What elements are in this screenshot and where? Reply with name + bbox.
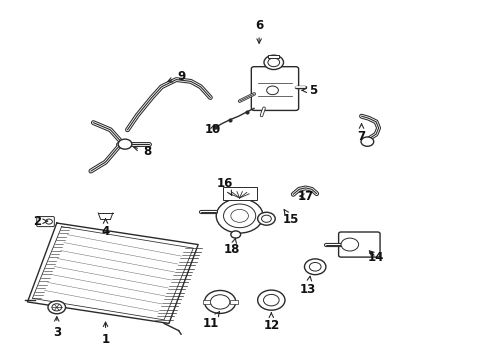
Circle shape xyxy=(204,291,235,314)
Text: 17: 17 xyxy=(297,190,313,203)
Text: 4: 4 xyxy=(101,219,109,238)
Circle shape xyxy=(266,86,278,95)
Text: 15: 15 xyxy=(282,210,298,226)
Text: 16: 16 xyxy=(216,177,233,195)
Text: 11: 11 xyxy=(202,312,219,330)
Bar xyxy=(229,300,237,304)
Bar xyxy=(222,187,256,200)
Circle shape xyxy=(257,290,285,310)
Text: 8: 8 xyxy=(134,145,151,158)
Text: 10: 10 xyxy=(204,123,221,136)
Text: 13: 13 xyxy=(299,276,315,296)
Circle shape xyxy=(230,210,248,222)
Text: 5: 5 xyxy=(302,84,316,97)
FancyBboxPatch shape xyxy=(37,217,54,226)
Circle shape xyxy=(118,139,132,149)
Circle shape xyxy=(340,238,358,251)
Text: 2: 2 xyxy=(33,215,47,228)
Text: 9: 9 xyxy=(167,69,185,82)
Text: 1: 1 xyxy=(102,322,109,346)
Circle shape xyxy=(210,295,229,309)
Text: 6: 6 xyxy=(254,19,263,43)
Bar xyxy=(268,55,279,58)
Text: 18: 18 xyxy=(224,238,240,256)
Text: 7: 7 xyxy=(357,124,365,144)
Circle shape xyxy=(52,304,61,311)
Circle shape xyxy=(261,215,271,222)
Circle shape xyxy=(48,301,65,314)
Text: 14: 14 xyxy=(367,251,384,264)
Circle shape xyxy=(263,294,279,306)
Circle shape xyxy=(223,204,255,228)
Circle shape xyxy=(267,58,279,67)
Circle shape xyxy=(360,137,373,146)
Circle shape xyxy=(45,219,52,224)
FancyBboxPatch shape xyxy=(251,67,298,111)
FancyBboxPatch shape xyxy=(338,232,379,257)
Text: 3: 3 xyxy=(53,317,61,339)
Circle shape xyxy=(264,55,283,69)
Bar xyxy=(202,300,210,304)
Circle shape xyxy=(304,259,325,275)
Circle shape xyxy=(257,212,275,225)
Text: 12: 12 xyxy=(263,313,279,332)
Circle shape xyxy=(230,231,240,238)
Circle shape xyxy=(309,262,321,271)
Circle shape xyxy=(216,199,263,233)
